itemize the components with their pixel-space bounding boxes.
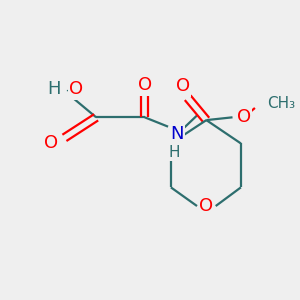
Text: H: H <box>47 80 61 98</box>
Text: O: O <box>176 77 190 95</box>
Text: O: O <box>138 76 152 94</box>
Text: CH₃: CH₃ <box>267 96 295 111</box>
Text: O: O <box>199 197 213 215</box>
Text: H: H <box>169 145 180 160</box>
Text: O: O <box>237 108 251 126</box>
Text: O: O <box>44 134 58 152</box>
Text: O: O <box>70 80 84 98</box>
Text: -: - <box>65 80 71 98</box>
Text: N: N <box>171 125 184 143</box>
